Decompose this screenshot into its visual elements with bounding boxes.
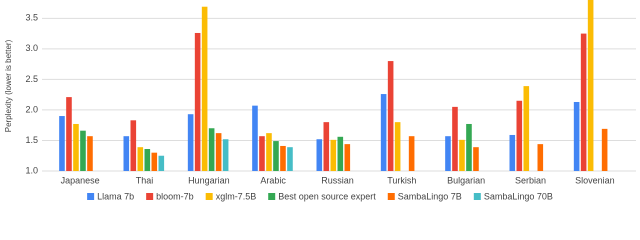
y-tick-label: 3.0 [25,43,38,53]
bar [344,144,351,171]
bar [273,141,279,171]
bar [452,106,458,171]
x-tick-label: Russian [321,175,354,185]
legend-label: bloom-7b [156,191,194,201]
bar [208,128,215,171]
bar [222,139,229,171]
bar [459,139,465,171]
legend-label: SambaLingo 70B [484,191,553,201]
legend-swatch [87,193,95,200]
bar [516,100,523,171]
bar [66,97,72,171]
x-tick-label: Turkish [387,175,416,185]
bar [387,61,394,171]
bar [259,136,265,171]
bar [194,32,201,171]
grid [42,17,636,172]
bar [151,152,158,171]
bar [137,147,144,171]
bar [123,136,130,171]
bar [587,0,594,171]
bar [316,139,323,171]
bar [287,147,293,171]
bar [330,139,337,171]
x-tick-label: Serbian [515,175,546,185]
legend-label: SambaLingo 7B [398,191,462,201]
legend: Llama 7b bloom-7b xglm-7.5B Best open sourc… [87,191,553,201]
y-tick-label: 1.5 [25,135,38,145]
y-tick-label: 3.5 [25,13,38,23]
bar [280,145,286,171]
bar [509,134,516,171]
bar [473,147,479,171]
legend-label: Best open source expert [278,191,376,201]
legend-swatch [268,193,276,200]
legend-swatch [387,193,395,200]
bar [130,120,137,171]
bars [59,0,608,171]
bar [323,122,330,171]
y-tick-label: 1.0 [25,165,38,175]
bar [580,33,587,171]
bar [466,123,472,171]
x-tick-label: Bulgarian [447,175,485,185]
bar [252,105,258,171]
legend-swatch [146,193,154,200]
bar [537,144,544,171]
bar [158,155,165,171]
chart: Perplexity (lower is better) Llama 7b blo… [4,0,636,201]
x-tick-label: Slovenian [575,175,615,185]
bar [394,122,401,171]
bar [144,149,151,171]
bar [80,130,86,171]
x-tick-label: Japanese [61,175,100,185]
x-tick-label: Thai [136,175,154,185]
y-axis-label: Perplexity (lower is better) [4,39,13,132]
bar [445,136,451,171]
bar [187,114,194,171]
bar [337,136,344,171]
bar [87,136,93,171]
y-tick-label: 2.5 [25,74,38,84]
legend-swatch [473,193,481,200]
bar [523,86,530,171]
bar [201,6,208,171]
legend-label: xglm-7.5B [216,191,257,201]
bar [380,94,387,171]
bar [215,133,222,171]
bar [266,133,272,171]
y-tick-label: 2.0 [25,104,38,114]
x-tick-label: Arabic [260,175,286,185]
legend-swatch [205,193,213,200]
bar [573,101,580,171]
legend-label: Llama 7b [97,191,134,201]
bar [59,116,65,171]
bar [73,123,79,171]
bar [408,136,415,171]
x-tick-label: Hungarian [188,175,230,185]
bar [601,128,608,171]
